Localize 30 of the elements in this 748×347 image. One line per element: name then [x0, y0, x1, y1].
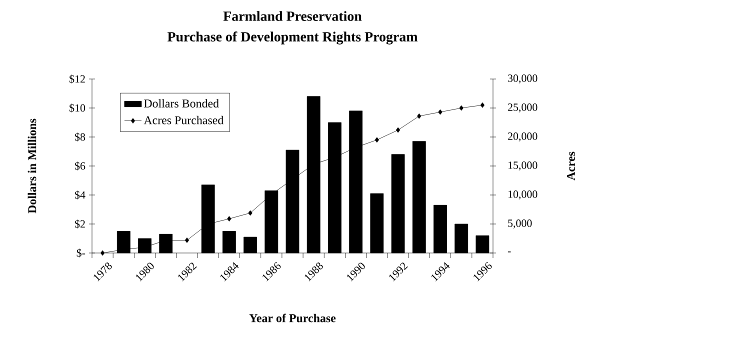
y-tick-label: $10: [70, 104, 86, 112]
y-tick-label: $2: [74, 220, 85, 228]
y2-axis-title: Acres: [567, 152, 576, 180]
y-tick-label: $12: [70, 74, 85, 84]
y-tick-label: $6: [74, 162, 86, 170]
y-tick-label: $-: [76, 248, 86, 258]
legend-label: Acres Purchased: [144, 116, 224, 124]
y-axis-title: Dollars in Millions: [28, 118, 36, 214]
y2-tick-label: 15,000: [508, 162, 538, 170]
point: [374, 137, 379, 143]
chart-subtitle: Purchase of Development Rights Program: [167, 32, 418, 44]
point: [184, 238, 190, 243]
point: [100, 250, 105, 256]
y-tick-label: $4: [74, 190, 86, 200]
point: [480, 102, 485, 108]
chart-title: Farmland Preservation: [223, 11, 362, 21]
point: [438, 109, 442, 115]
y2-tick-label: 25,000: [508, 104, 538, 112]
y2-tick-label: 20,000: [508, 132, 538, 142]
x-axis-title: Year of Purchase: [249, 314, 336, 322]
point: [417, 113, 422, 119]
point: [227, 216, 232, 222]
point: [396, 127, 400, 133]
y2-tick-label: 5,000: [508, 220, 532, 228]
point: [459, 105, 464, 111]
point: [248, 210, 252, 216]
y2-tick-label: 10,000: [508, 190, 538, 200]
y2-tick-label: 30,000: [508, 74, 538, 84]
legend-label: Dollars Bonded: [144, 99, 219, 108]
y-tick-label: $8: [74, 132, 86, 142]
